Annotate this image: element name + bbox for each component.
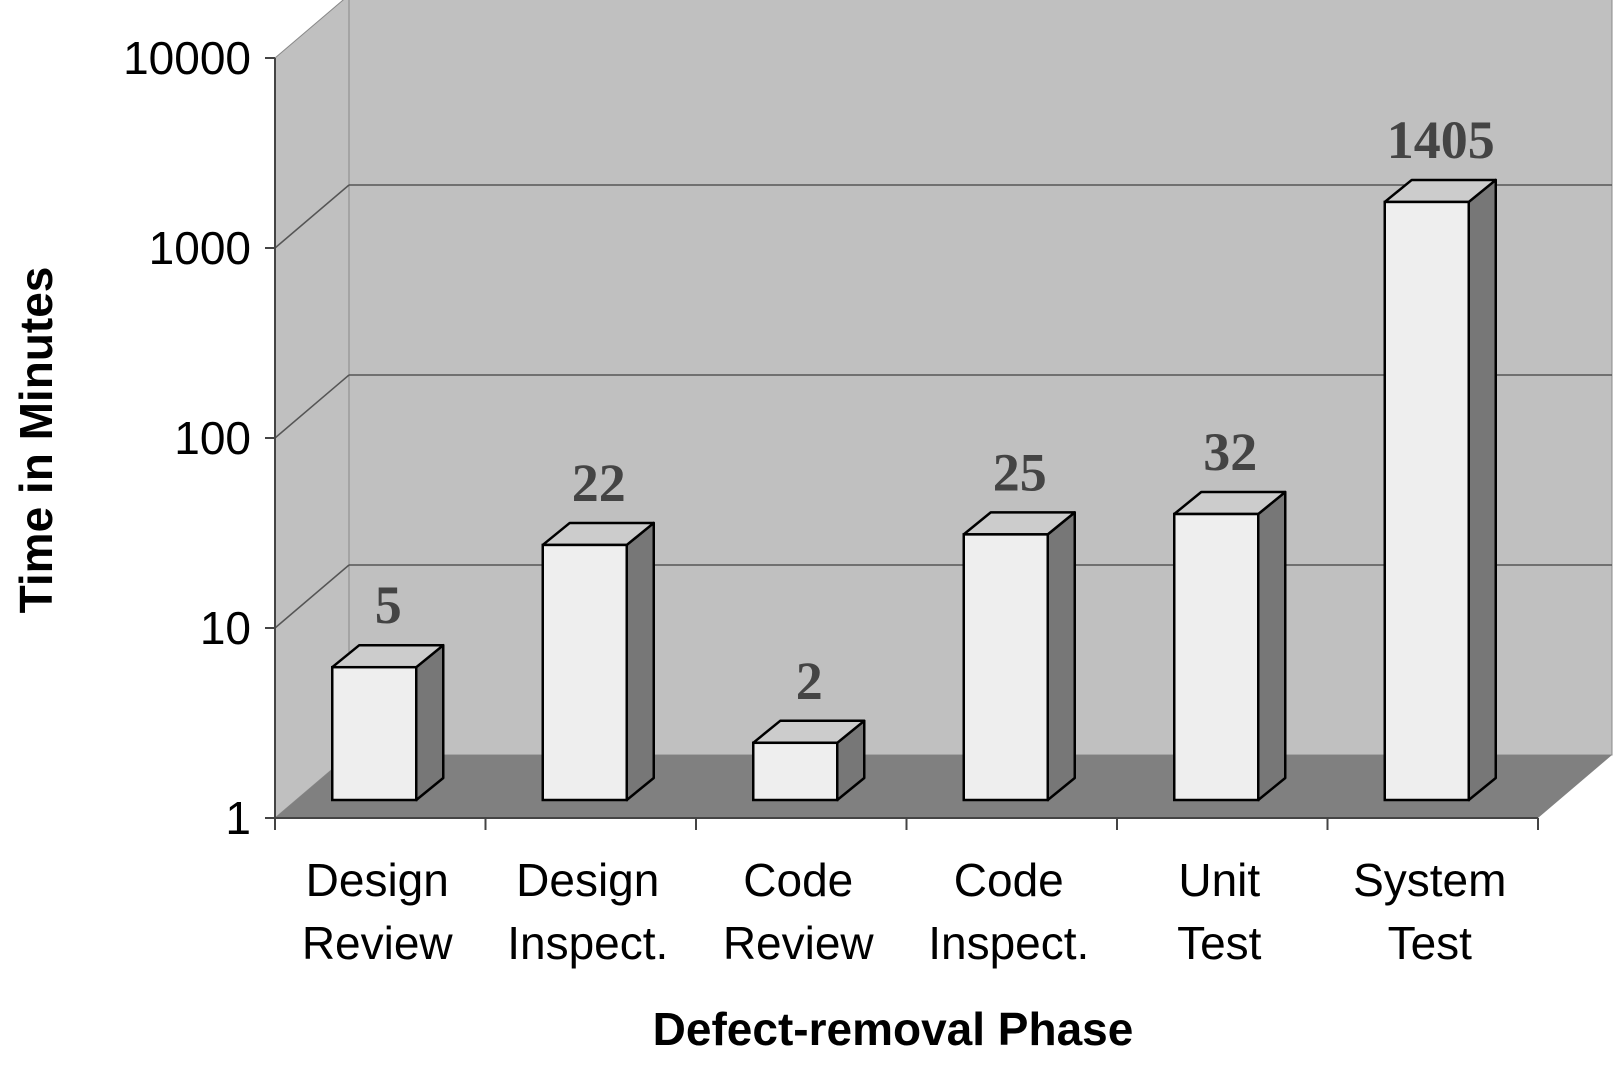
bar-5 [1383,178,1497,802]
y-tick-label: 10000 [123,32,251,84]
category-label: Design [516,854,659,906]
bar-side [1046,511,1076,802]
bar-side [1257,490,1287,802]
data-label: 22 [572,453,626,513]
data-label: 32 [1203,422,1257,482]
y-tick-label: 10 [200,602,251,654]
category-label: Inspect. [507,917,668,969]
bar-0 [331,643,445,802]
bar-side [415,643,445,802]
y-tick-label: 1000 [149,222,251,274]
data-label: 5 [375,575,402,635]
data-label: 25 [993,442,1047,502]
gridline-side [274,184,350,249]
category-label: System [1353,854,1506,906]
bar-front [1173,512,1260,802]
bar-1 [541,521,655,802]
category-label: Unit [1178,854,1260,906]
bar-side [625,521,655,802]
category-label: Review [302,917,454,969]
category-label: Inspect. [928,917,1089,969]
category-label: Code [954,854,1064,906]
bar-front [541,543,628,802]
category-label: Design [306,854,449,906]
bar-2 [752,719,866,802]
data-label: 2 [796,651,823,711]
bar-front [1383,200,1470,802]
bar-front [962,533,1049,802]
bar-side [1467,178,1497,802]
category-label: Test [1388,917,1473,969]
data-label: 1405 [1387,110,1495,170]
category-label: Test [1177,917,1262,969]
y-tick-label: 1 [225,792,251,844]
axes [265,57,1539,830]
bar-front [331,665,418,802]
bar-4 [1173,490,1287,802]
labels: 1 10 100 1000 10000 5 Design Review 22 Design Insp… [123,32,1506,969]
gridline-side [274,564,350,629]
y-tick-label: 100 [174,412,251,464]
category-label: Review [723,917,875,969]
bar-front [752,741,839,802]
gridline-side [274,374,350,439]
y-axis-title: Time in Minutes [10,267,62,614]
bar-3 [962,511,1076,802]
bars [331,178,1497,802]
category-label: Code [743,854,853,906]
x-axis-title: Defect-removal Phase [653,1003,1134,1055]
